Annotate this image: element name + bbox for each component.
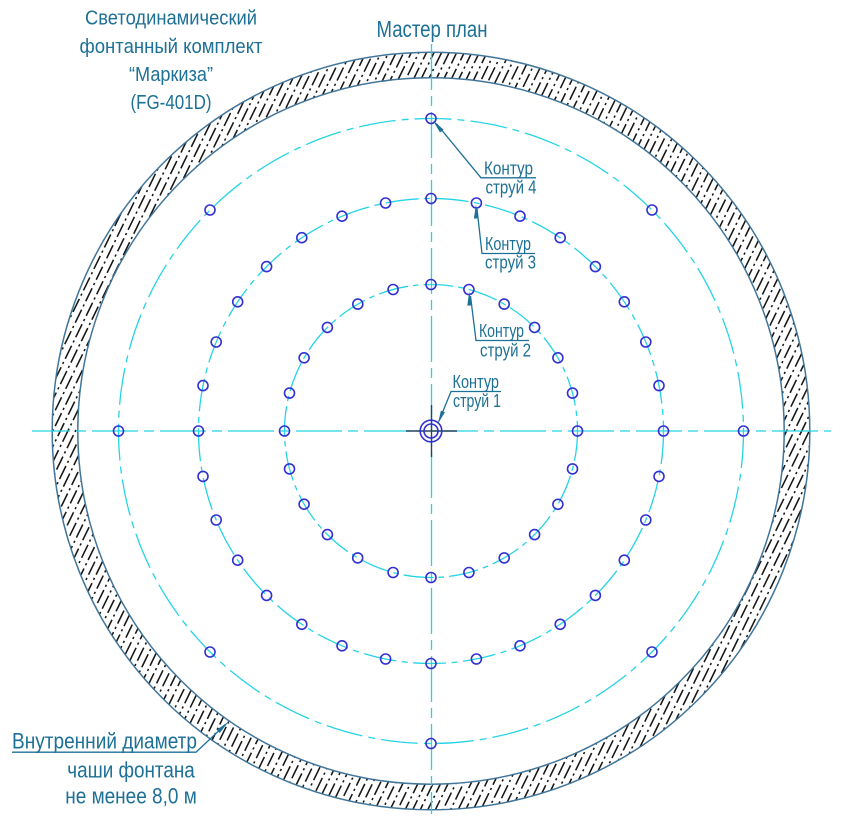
svg-text:Светодинамический: Светодинамический <box>85 8 257 30</box>
svg-text:фонтанный комплект: фонтанный комплект <box>80 36 263 58</box>
svg-text:Контур: Контур <box>484 159 533 179</box>
svg-text:чаши фонтана: чаши фонтана <box>67 758 195 783</box>
svg-text:Контур: Контур <box>485 234 531 254</box>
svg-text:Контур: Контур <box>479 321 524 341</box>
svg-text:“Маркиза”: “Маркиза” <box>129 64 213 86</box>
svg-text:не менее 8,0 м: не менее 8,0 м <box>65 784 197 809</box>
svg-text:Контур: Контур <box>453 372 500 392</box>
svg-text:Внутренний диаметр: Внутренний диаметр <box>12 729 197 754</box>
svg-text:(FG-401D): (FG-401D) <box>131 92 212 114</box>
svg-text:Мастер план: Мастер план <box>377 16 488 42</box>
svg-text:струй 4: струй 4 <box>486 178 537 198</box>
svg-text:струй 2: струй 2 <box>480 341 531 361</box>
svg-text:струй 3: струй 3 <box>485 253 536 273</box>
svg-text:струй 1: струй 1 <box>453 391 501 411</box>
